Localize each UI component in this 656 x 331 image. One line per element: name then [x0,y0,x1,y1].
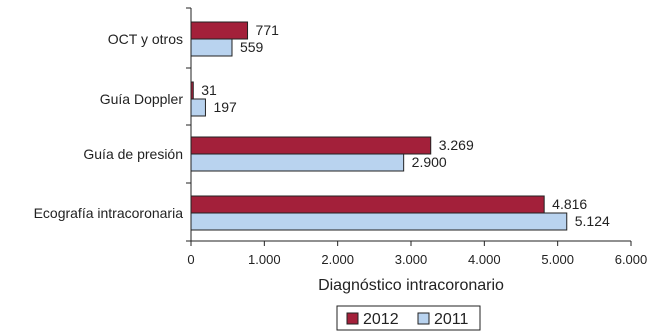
legend: 2012 2011 [336,305,481,331]
legend-box [336,305,481,331]
category-label: Guía Doppler [100,91,184,107]
x-tick-label: 3.000 [395,252,428,267]
legend-label-2012: 2012 [363,311,399,328]
category-labels: OCT y otros Guía Doppler Guía de presión Ec… [34,31,184,221]
legend-swatch-2012 [346,312,359,325]
bar-2011 [190,38,233,57]
bar-2012 [190,136,432,155]
bar-2011 [190,153,405,172]
legend-swatch-2011 [417,312,430,325]
x-tick-label: 0 [187,252,194,267]
x-axis: 0 1.000 2.000 3.000 4.000 5.000 6.000 [186,7,648,267]
bar-2011 [190,212,568,231]
category-label: Ecografía intracoronaria [34,205,184,221]
x-tick-label: 2.000 [321,252,354,267]
data-label: 559 [240,39,264,55]
data-label: 31 [201,82,217,98]
legend-label-2011: 2011 [434,311,469,328]
data-label: 5.124 [575,213,610,229]
x-tick-label: 5.000 [541,252,574,267]
x-tick-label: 1.000 [248,252,281,267]
data-label: 197 [213,99,237,115]
category-label: OCT y otros [108,31,183,47]
bar-2012 [190,21,249,40]
data-label: 771 [256,22,280,38]
data-label: 2.900 [412,154,447,170]
x-axis-title: Diagnóstico intracoronario [318,277,504,294]
bar-2012 [190,195,545,214]
data-label: 3.269 [439,137,474,153]
data-label: 4.816 [552,196,587,212]
x-tick-label: 6.000 [615,252,648,267]
x-tick-label: 4.000 [468,252,501,267]
category-label: Guía de presión [83,146,183,162]
bar-2011 [190,98,206,117]
